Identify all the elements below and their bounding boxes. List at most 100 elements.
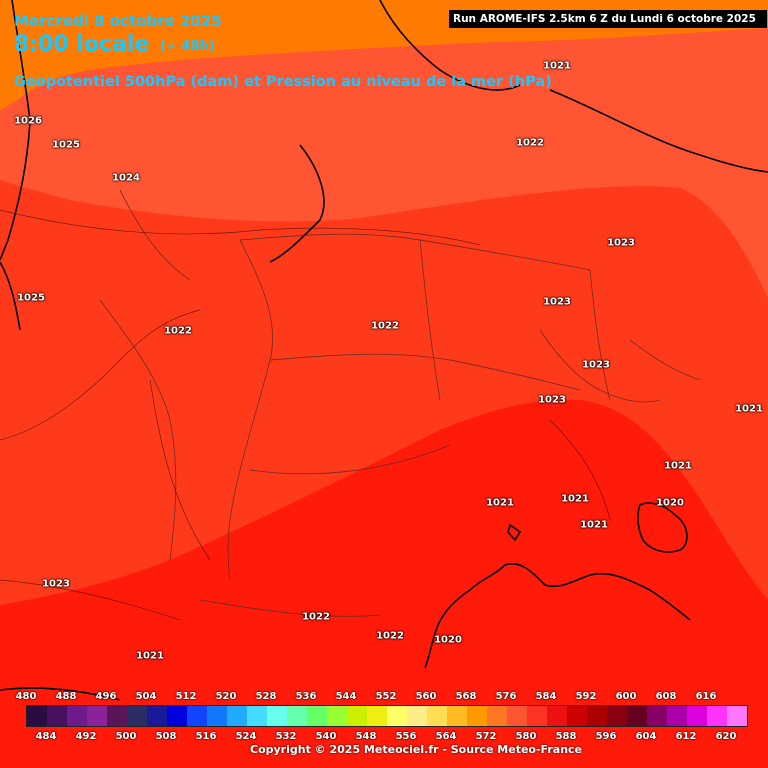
pressure-label: 1021 [735,403,763,415]
scale-swatch [147,706,167,726]
scale-swatch [707,706,727,726]
scale-tick-bottom: 580 [515,731,537,742]
scale-tick-bottom: 524 [235,731,257,742]
scale-tick-bottom: 556 [395,731,417,742]
scale-swatch [307,706,327,726]
scale-tick-top: 568 [455,691,477,702]
scale-tick-bottom: 620 [715,731,737,742]
scale-swatch [247,706,267,726]
scale-tick-bottom: 612 [675,731,697,742]
scale-swatch [447,706,467,726]
scale-tick-top: 544 [335,691,357,702]
pressure-label: 1021 [664,460,692,472]
scale-swatch [487,706,507,726]
pressure-label: 1020 [434,634,462,646]
scale-tick-top: 608 [655,691,677,702]
pressure-label: 1021 [136,650,164,662]
scale-tick-bottom: 588 [555,731,577,742]
scale-swatch [507,706,527,726]
pressure-label: 1023 [607,237,635,249]
isobars [0,209,611,621]
scale-swatch [227,706,247,726]
scale-tick-top: 592 [575,691,597,702]
forecast-date: Mercredi 8 octobre 2025 [14,12,222,30]
scale-tick-top: 528 [255,691,277,702]
forecast-lead-time: (+ 48h) [160,39,215,54]
pressure-label: 1021 [543,60,571,72]
scale-swatch [647,706,667,726]
scale-tick-top: 536 [295,691,317,702]
pressure-label: 1021 [580,519,608,531]
scale-swatch [207,706,227,726]
pressure-label: 1022 [302,611,330,623]
pressure-label: 1020 [656,497,684,509]
region-borders [99,189,701,617]
scale-swatch [727,706,747,726]
pressure-label: 1022 [376,630,404,642]
pressure-label: 1025 [17,292,45,304]
scale-swatch [367,706,387,726]
pressure-label: 1024 [112,172,140,184]
copyright-notice: Copyright © 2025 Meteociel.fr - Source M… [250,743,583,756]
pressure-label: 1023 [538,394,566,406]
scale-tick-bottom: 564 [435,731,457,742]
pressure-label: 1023 [582,359,610,371]
scale-tick-bottom: 604 [635,731,657,742]
scale-tick-bottom: 596 [595,731,617,742]
scale-tick-bottom: 500 [115,731,137,742]
pressure-label: 1022 [164,325,192,337]
pressure-label: 1022 [371,320,399,332]
band-584 [0,399,768,768]
scale-swatch [427,706,447,726]
scale-swatch [27,706,47,726]
scale-swatch [387,706,407,726]
scale-tick-bottom: 540 [315,731,337,742]
scale-swatch [67,706,87,726]
pressure-label: 1021 [561,493,589,505]
color-scale [26,705,748,727]
scale-tick-top: 512 [175,691,197,702]
scale-swatch [267,706,287,726]
scale-swatch [607,706,627,726]
scale-tick-bottom: 548 [355,731,377,742]
scale-swatch [687,706,707,726]
scale-tick-top: 480 [15,691,37,702]
scale-tick-bottom: 508 [155,731,177,742]
coastlines [0,0,768,701]
pressure-label: 1022 [516,137,544,149]
scale-tick-top: 584 [535,691,557,702]
pressure-label: 1025 [52,139,80,151]
scale-swatch [47,706,67,726]
map-title: Geopotentiel 500hPa (dam) et Pression au… [14,74,552,90]
scale-swatch [327,706,347,726]
scale-tick-bottom: 492 [75,731,97,742]
pressure-label: 1021 [486,497,514,509]
scale-swatch [567,706,587,726]
scale-swatch [127,706,147,726]
scale-swatch [407,706,427,726]
scale-swatch [527,706,547,726]
scale-tick-top: 504 [135,691,157,702]
scale-tick-bottom: 484 [35,731,57,742]
scale-swatch [107,706,127,726]
scale-swatch [467,706,487,726]
scale-swatch [667,706,687,726]
model-run-label: Run AROME-IFS 2.5km 6 Z du Lundi 6 octob… [449,10,767,28]
scale-swatch [187,706,207,726]
pressure-label: 1026 [14,115,42,127]
scale-tick-bottom: 532 [275,731,297,742]
forecast-time: 8:00 locale [14,32,150,57]
scale-tick-bottom: 516 [195,731,217,742]
pressure-label: 1023 [42,578,70,590]
scale-swatch [287,706,307,726]
scale-tick-top: 552 [375,691,397,702]
scale-swatch [347,706,367,726]
band-576 [0,0,768,298]
scale-swatch [167,706,187,726]
scale-tick-top: 616 [695,691,717,702]
pressure-label: 1023 [543,296,571,308]
scale-swatch [87,706,107,726]
scale-tick-top: 496 [95,691,117,702]
